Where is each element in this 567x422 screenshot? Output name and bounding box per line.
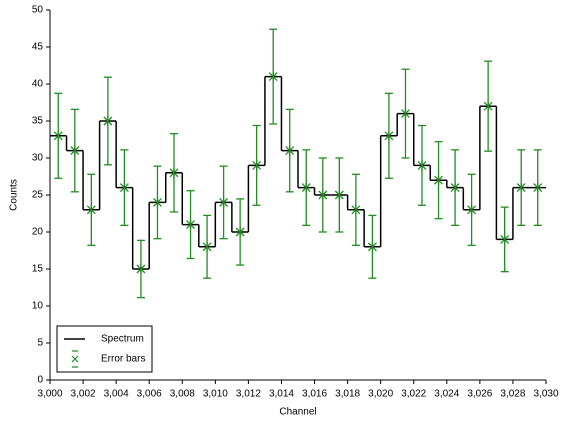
error-bar — [252, 124, 262, 206]
x-axis-label: Channel — [279, 407, 316, 418]
error-bar — [219, 165, 229, 240]
x-tick-label: 3,006 — [137, 389, 162, 400]
error-bar — [268, 28, 278, 125]
error-bar — [351, 173, 361, 246]
x-tick-label: 3,010 — [203, 389, 228, 400]
x-tick-label: 3,030 — [533, 389, 558, 400]
point-marker — [483, 101, 493, 112]
point-marker — [219, 197, 229, 208]
x-tick-label: 3,020 — [368, 389, 393, 400]
y-tick-label: 40 — [32, 79, 44, 90]
point-marker — [417, 160, 427, 171]
point-marker — [169, 167, 179, 178]
error-bar — [384, 92, 394, 179]
x-tick-label: 3,002 — [71, 389, 96, 400]
x-tick-label: 3,016 — [302, 389, 327, 400]
error-bar — [434, 141, 443, 220]
x-tick-label: 3,022 — [401, 389, 426, 400]
y-tick-label: 50 — [32, 5, 44, 16]
point-marker — [384, 130, 394, 141]
y-tick-label: 5 — [37, 338, 43, 349]
error-bar — [318, 157, 328, 233]
y-axis-label: Counts — [9, 179, 20, 211]
point-marker — [252, 160, 262, 171]
point-marker — [235, 227, 245, 237]
error-bar — [334, 157, 344, 233]
legend-box — [56, 325, 153, 373]
legend-label: Error bars — [101, 354, 145, 365]
point-marker — [186, 219, 195, 230]
error-bar — [169, 133, 179, 213]
point-marker — [285, 145, 295, 156]
error-bar — [119, 149, 129, 226]
point-marker — [103, 116, 113, 126]
error-bar — [401, 68, 410, 159]
error-bar — [417, 124, 427, 206]
error-bar — [301, 149, 311, 226]
y-tick-label: 30 — [32, 153, 44, 164]
point-marker — [202, 241, 212, 252]
error-bar — [70, 108, 80, 193]
error-bar — [235, 198, 245, 266]
point-marker — [318, 190, 328, 200]
error-bar — [450, 149, 460, 226]
legend-label: Spectrum — [101, 334, 144, 345]
point-marker — [516, 182, 526, 193]
y-tick-label: 15 — [32, 264, 44, 275]
y-tick-label: 0 — [37, 375, 43, 386]
error-bar — [467, 173, 477, 246]
legend-error-icon — [71, 350, 79, 368]
point-marker — [136, 264, 146, 274]
point-marker — [500, 234, 510, 245]
error-bar — [533, 149, 543, 226]
point-marker — [467, 204, 477, 215]
point-marker — [450, 182, 460, 193]
x-tick-label: 3,018 — [335, 389, 360, 400]
y-tick-label: 20 — [32, 227, 44, 238]
point-marker — [401, 108, 410, 119]
error-bar — [153, 165, 162, 240]
x-tick-label: 3,000 — [37, 389, 62, 400]
point-marker — [434, 175, 443, 186]
error-bar — [367, 214, 377, 279]
point-marker — [301, 182, 311, 193]
point-marker — [351, 204, 361, 215]
x-tick-label: 3,014 — [269, 389, 294, 400]
point-marker — [53, 130, 63, 141]
point-marker — [119, 182, 129, 193]
x-tick-label: 3,008 — [170, 389, 195, 400]
error-bar — [500, 206, 510, 273]
point-marker — [367, 241, 377, 252]
error-bar — [53, 92, 63, 179]
error-bar — [186, 190, 195, 260]
point-marker — [86, 204, 96, 215]
x-tick-label: 3,028 — [500, 389, 525, 400]
error-bar — [202, 214, 212, 279]
x-tick-label: 3,004 — [104, 389, 129, 400]
x-tick-label: 3,026 — [467, 389, 492, 400]
error-bar — [103, 76, 113, 166]
error-bar — [483, 60, 493, 152]
error-bar — [86, 173, 96, 246]
y-tick-label: 45 — [32, 42, 44, 53]
y-tick-label: 25 — [32, 190, 44, 201]
point-marker — [70, 145, 80, 156]
error-bar — [516, 149, 526, 226]
x-tick-label: 3,024 — [434, 389, 459, 400]
point-marker — [533, 182, 543, 193]
y-tick-label: 10 — [32, 301, 44, 312]
x-tick-label: 3,012 — [236, 389, 261, 400]
point-marker — [268, 71, 278, 82]
error-bar — [285, 108, 295, 193]
legend-error-glyph — [71, 350, 79, 368]
point-marker — [334, 190, 344, 200]
y-tick-label: 35 — [32, 116, 44, 127]
error-bar — [136, 239, 146, 299]
point-marker — [153, 197, 162, 208]
